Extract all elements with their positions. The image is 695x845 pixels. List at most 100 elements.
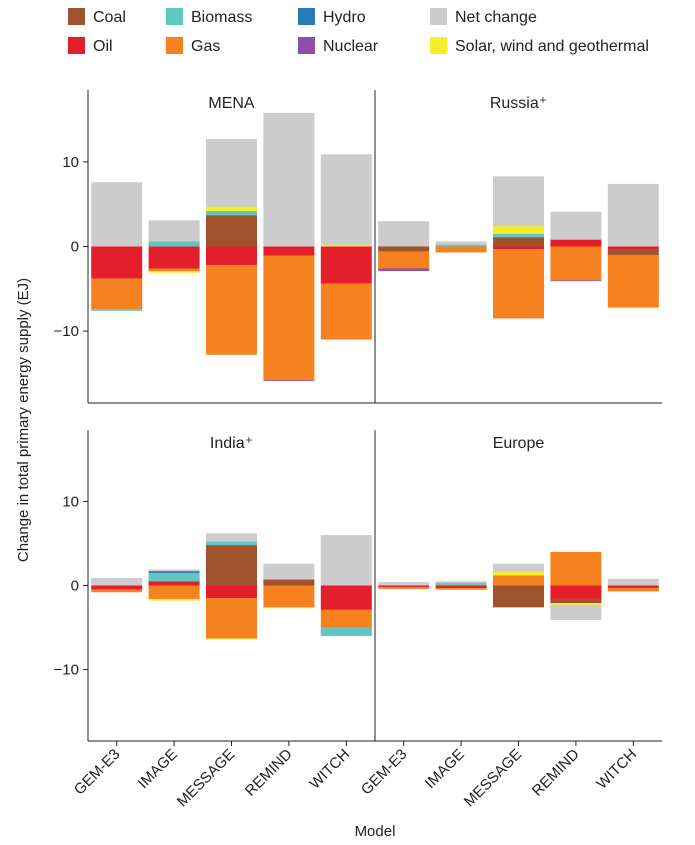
- bar-net-change: [435, 241, 487, 247]
- panel-title: MENA: [208, 95, 255, 112]
- bar-segment-solar: [607, 307, 659, 309]
- x-tick-label: IMAGE: [135, 746, 181, 792]
- bar-segment-gas: [320, 283, 372, 340]
- legend-label-solar: Solar, wind and geothermal: [455, 38, 649, 55]
- bar-group: [263, 112, 315, 382]
- x-tick-label: IMAGE: [422, 746, 468, 792]
- x-tick-label: WITCH: [593, 746, 640, 793]
- bar-segment-biomass: [435, 582, 487, 586]
- bar-segment-gas: [320, 609, 372, 628]
- bar-segment-biomass: [206, 210, 257, 216]
- x-tick-label: GEM-E3: [358, 746, 411, 799]
- bar-segment-gas: [148, 585, 200, 599]
- y-tick-label: 0: [71, 239, 79, 256]
- legend-swatch-hydro: [298, 8, 315, 25]
- bar-segment-biomass: [435, 244, 487, 247]
- legend-swatch-gas: [166, 37, 183, 54]
- panel-3: India⁺: [91, 435, 372, 640]
- bar-segment-gas: [550, 551, 602, 586]
- bar-segment-solar: [263, 607, 315, 609]
- bar-group: [91, 182, 143, 311]
- bar-group: [550, 211, 602, 282]
- bar-group: [206, 139, 257, 355]
- bar-segment-biomass: [148, 241, 200, 247]
- y-axis-label: Change in total primary energy supply (E…: [15, 278, 32, 562]
- bar-segment-biomass: [206, 541, 257, 546]
- x-tick-label: REMIND: [242, 746, 296, 800]
- x-tick-label: GEM-E3: [71, 746, 124, 799]
- x-tick-label: MESSAGE: [174, 746, 238, 810]
- bar-segment-coal: [263, 579, 315, 586]
- y-tick-label: 10: [62, 493, 79, 510]
- bar-segment-biomass: [148, 572, 200, 582]
- bar-segment-solar: [550, 603, 602, 605]
- bar-net-change: [607, 183, 659, 247]
- bar-segment-gas: [91, 278, 143, 310]
- bar-segment-coal: [493, 237, 544, 247]
- bar-net-change: [91, 577, 143, 586]
- legend-label-net: Net change: [455, 9, 537, 26]
- bar-group: [435, 241, 487, 253]
- bar-segment-oil: [607, 246, 659, 250]
- legend-swatch-nuclear: [298, 37, 315, 54]
- bar-group: [435, 581, 487, 590]
- legend-label-gas: Gas: [191, 38, 220, 55]
- bar-group: [493, 563, 544, 608]
- bar-segment-oil: [206, 585, 257, 599]
- bar-net-change: [378, 221, 430, 247]
- legend-swatch-biomass: [166, 8, 183, 25]
- bar-segment-biomass: [320, 627, 372, 636]
- bar-segment-biomass: [91, 309, 143, 311]
- bar-segment-oil: [493, 246, 544, 250]
- bar-segment-coal: [607, 249, 659, 255]
- bar-segment-gas: [206, 598, 257, 639]
- legend-label-nuclear: Nuclear: [323, 38, 379, 55]
- x-tick-label: WITCH: [306, 746, 353, 793]
- bar-segment-gas: [435, 588, 487, 590]
- bar-segment-oil: [550, 585, 602, 599]
- panel-1: MENA: [91, 95, 372, 382]
- bar-net-change: [320, 154, 372, 247]
- bar-segment-gas: [263, 255, 315, 381]
- bar-segment-gas: [493, 249, 544, 319]
- bar-segment-solar: [320, 244, 372, 247]
- bar-segment-coal: [493, 585, 544, 608]
- bar-segment-coal: [378, 246, 430, 252]
- bar-segment-gas: [378, 251, 430, 269]
- bar-segment-nuclear: [263, 380, 315, 382]
- legend-swatch-solar: [430, 37, 447, 54]
- bar-segment-gas: [206, 265, 257, 355]
- panel-title: Russia⁺: [490, 95, 547, 112]
- bar-segment-gas: [148, 268, 200, 272]
- bar-segment-gas: [493, 575, 544, 586]
- bar-group: [320, 535, 372, 636]
- bar-segment-solar: [148, 271, 200, 273]
- bar-group: [148, 569, 200, 601]
- bar-segment-gas: [550, 246, 602, 281]
- legend-swatch-net: [430, 8, 447, 25]
- bar-segment-gas: [607, 254, 659, 308]
- bar-group: [320, 154, 372, 340]
- panel-2: Russia⁺: [378, 95, 659, 319]
- bar-group: [607, 578, 659, 592]
- bar-group: [263, 563, 315, 609]
- legend-swatch-oil: [68, 37, 85, 54]
- bar-segment-solar: [206, 206, 257, 211]
- bar-segment-oil: [435, 585, 487, 589]
- bar-group: [607, 183, 659, 309]
- bar-segment-gas: [263, 585, 315, 608]
- bar-net-change: [263, 112, 315, 247]
- bar-net-change: [91, 182, 143, 247]
- bar-segment-solar: [493, 226, 544, 234]
- bar-group: [91, 577, 143, 593]
- bar-segment-oil: [320, 246, 372, 284]
- bar-group: [550, 551, 602, 620]
- bar-net-change: [320, 535, 372, 586]
- bar-segment-oil: [263, 246, 315, 256]
- bar-segment-oil: [320, 585, 372, 610]
- bar-segment-solar: [206, 638, 257, 640]
- legend-label-hydro: Hydro: [323, 9, 366, 26]
- bar-segment-oil: [91, 585, 143, 590]
- bar-segment-nuclear: [378, 268, 430, 272]
- legend-label-oil: Oil: [93, 38, 113, 55]
